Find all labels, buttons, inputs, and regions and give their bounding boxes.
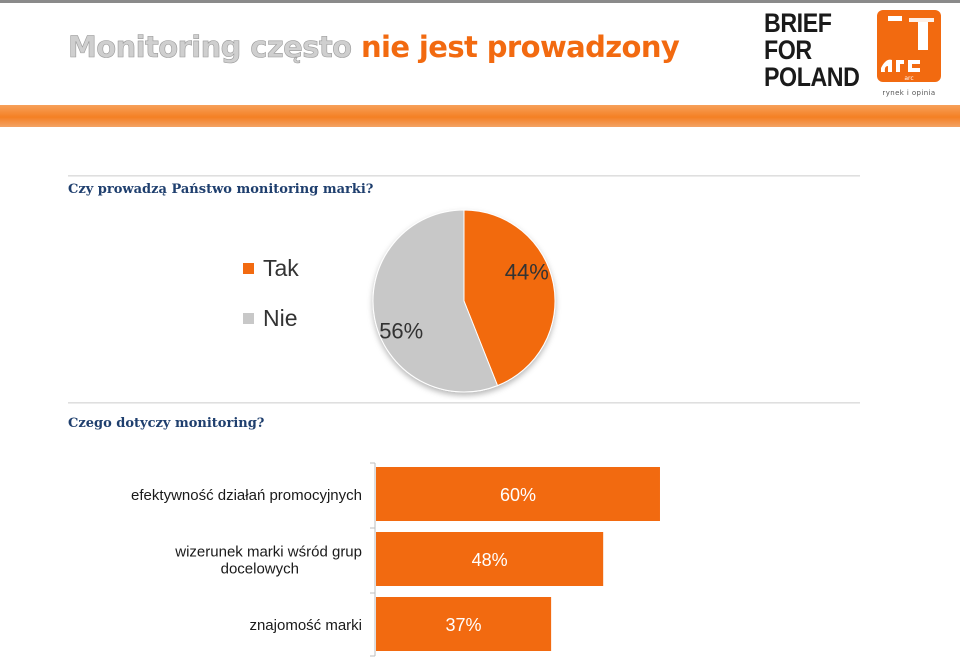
- question-1: Czy prowadzą Państwo monitoring marki?: [68, 182, 374, 197]
- bar-3: [376, 597, 552, 651]
- brief-logo-line: POLAND: [764, 62, 860, 92]
- orange-header-band: [0, 105, 960, 127]
- bar-category-label: znajomość marki: [249, 617, 362, 634]
- title-part-orange: nie jest prowadzony: [360, 30, 680, 64]
- bar-value-label: 60%: [500, 485, 536, 505]
- bar-2: [376, 532, 604, 586]
- pie-label-tak: 44%: [505, 259, 549, 284]
- divider: [68, 175, 860, 177]
- title-part-grey: Monitoring często: [68, 30, 353, 65]
- pie-label-nie: 56%: [379, 319, 423, 344]
- legend-label-nie: Nie: [263, 305, 298, 331]
- pie-chart: 44% 56%: [372, 209, 556, 393]
- bar-value-label: 48%: [472, 550, 508, 570]
- slide-title: Monitoring często nie jest prowadzony: [68, 30, 680, 65]
- brief-logo-line: FOR: [764, 35, 812, 65]
- divider: [68, 402, 860, 404]
- pie-slice-nie: [372, 209, 499, 393]
- question-2: Czego dotyczy monitoring?: [68, 416, 265, 431]
- bar-value-label: 37%: [446, 615, 482, 635]
- brief-logo-line: BRIEF: [764, 8, 832, 38]
- legend-swatch-nie: [243, 313, 254, 324]
- legend-label-tak: Tak: [263, 255, 299, 281]
- pie-slice-tak: [463, 209, 556, 387]
- top-rule: [0, 0, 960, 3]
- bar-category-label: wizerunek marki wśród grup docelowych: [174, 544, 362, 578]
- arc-logo: arc: [877, 10, 941, 82]
- bar-category-label: efektywność działań promocyjnych: [131, 487, 362, 504]
- bar-1: [376, 467, 660, 521]
- bar-chart: 60% efektywność działań promocyjnych 48% wi…: [131, 462, 660, 657]
- legend-swatch-tak: [243, 263, 254, 274]
- brief-for-poland-logo: BRIEF FOR POLAND: [764, 8, 860, 92]
- arc-wordmark: arc: [904, 75, 913, 82]
- arc-tagline: rynek i opinia: [882, 89, 936, 97]
